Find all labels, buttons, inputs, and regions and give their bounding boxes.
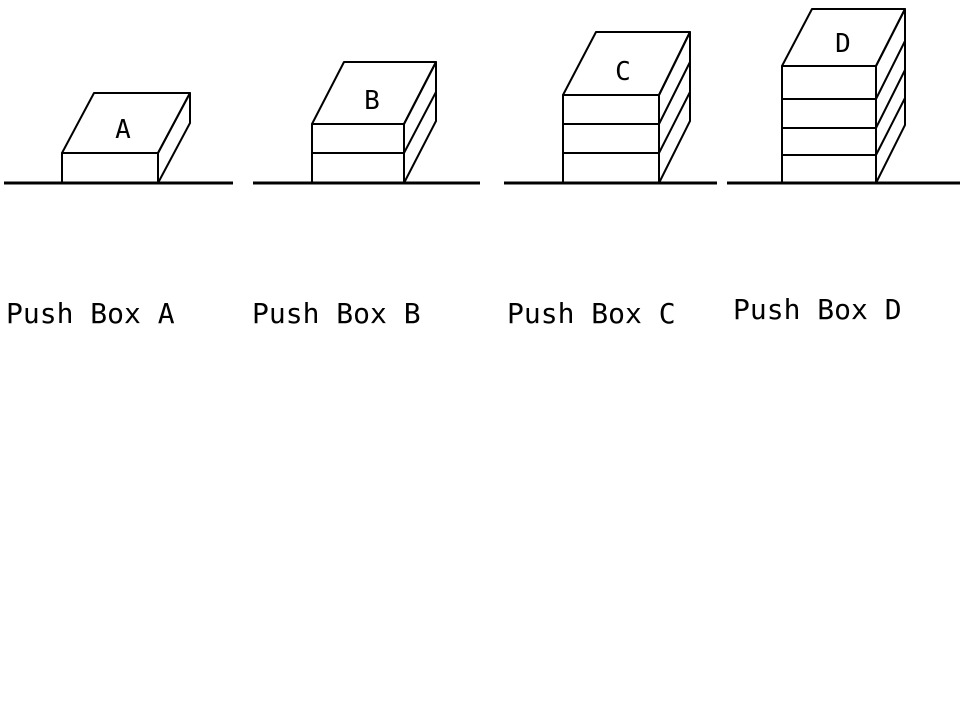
caption-box-c: Push Box C: [507, 297, 676, 330]
box-d-layer-2: [781, 127, 877, 156]
box-d-layer-4: [781, 65, 877, 100]
box-b-side-divider-1: [403, 91, 437, 154]
box-b-group: B Push Box B: [252, 61, 480, 330]
box-a-group: A Push Box A: [4, 92, 233, 330]
box-d-group: D Push Box D: [727, 8, 960, 326]
box-a-letter: A: [115, 115, 131, 145]
caption-box-a: Push Box A: [6, 297, 175, 330]
box-b-layer-1: [311, 152, 405, 184]
box-b-side: [403, 61, 437, 184]
box-d-side-divider-2: [875, 69, 906, 129]
box-c-layer-2: [562, 123, 660, 154]
caption-box-d: Push Box D: [733, 293, 902, 326]
box-c-layer-1: [562, 152, 660, 184]
box-b-layer-2: [311, 123, 405, 154]
box-d-layer-1: [781, 154, 877, 184]
box-c-group: C Push Box C: [504, 31, 717, 330]
box-a-layer-1: [61, 152, 159, 184]
box-b-letter: B: [364, 86, 380, 116]
box-c-layer-3: [562, 94, 660, 125]
box-a-side: [157, 92, 191, 184]
box-c-side-divider-2: [658, 91, 691, 154]
box-c-letter: C: [615, 57, 631, 87]
box-d-side-divider-3: [875, 97, 906, 156]
box-d-side: [875, 8, 906, 184]
box-d-layer-3: [781, 98, 877, 129]
box-c-side-divider-1: [658, 61, 691, 125]
box-d-letter: D: [835, 29, 851, 59]
caption-box-b: Push Box B: [252, 297, 421, 330]
box-d-side-divider-1: [875, 40, 906, 100]
